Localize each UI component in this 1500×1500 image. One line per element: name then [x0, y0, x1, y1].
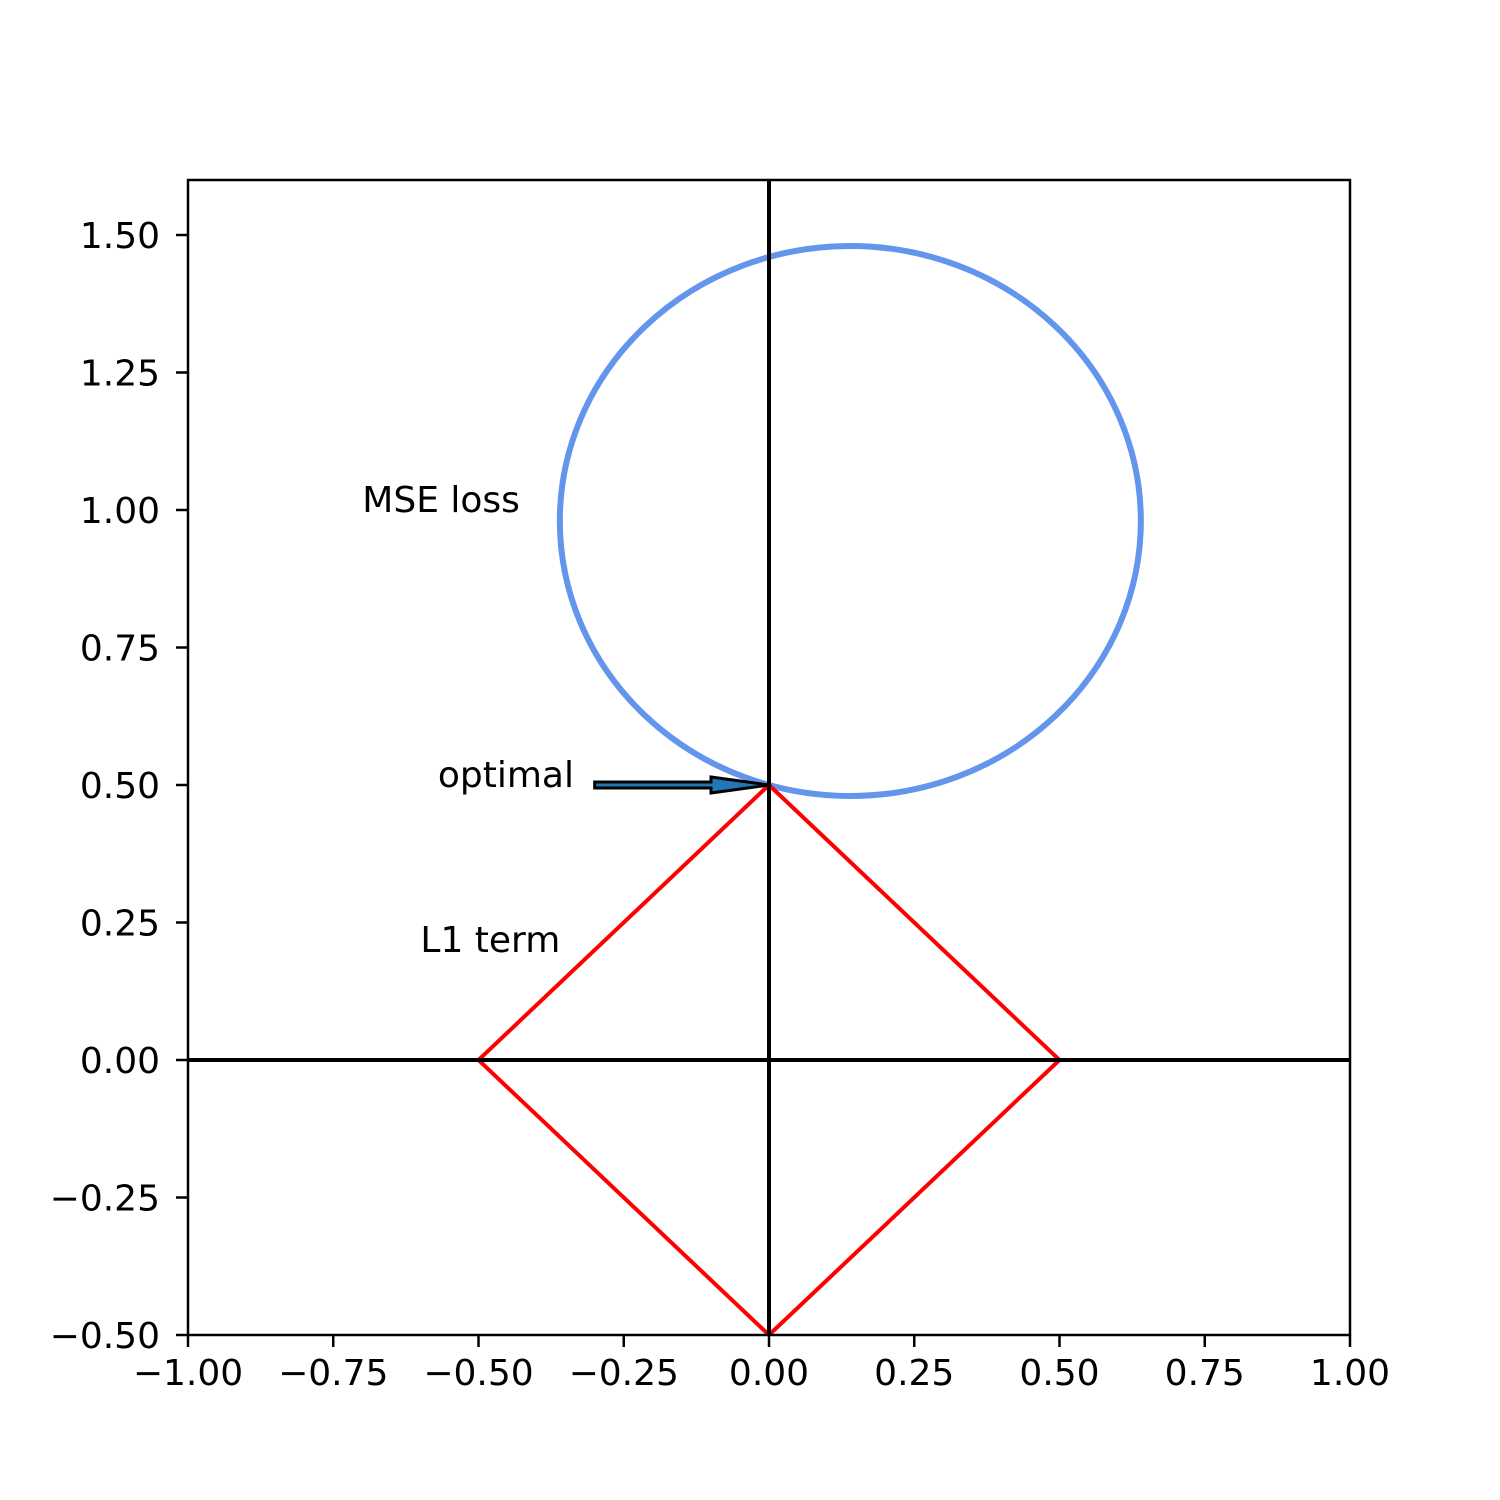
y-tick-label: 0.75	[80, 629, 160, 670]
optimal-arrow	[593, 775, 770, 795]
x-tick-label: −0.25	[569, 1353, 679, 1394]
x-tick-label: −1.00	[133, 1353, 243, 1394]
y-tick-label: 0.25	[80, 904, 160, 945]
l1-term-annotation: L1 term	[420, 920, 560, 961]
mse-loss-contour	[556, 243, 1144, 799]
plot-layer	[188, 180, 1350, 1335]
y-tick-label: 0.50	[80, 766, 160, 807]
l1-term-contour	[475, 783, 1063, 1335]
x-tick-label: 0.50	[1019, 1353, 1099, 1394]
axes-layer: −1.00 −0.75 −0.50 −0.25 0.00 0.25 0.50 0.75 1.00…	[50, 216, 1390, 1394]
mse-loss-annotation: MSE loss	[362, 480, 520, 521]
y-tick-label: −0.50	[50, 1316, 160, 1357]
x-tick-label: −0.75	[278, 1353, 388, 1394]
y-tick-label: 1.25	[80, 354, 160, 395]
optimal-annotation: optimal	[438, 755, 574, 796]
y-tick-label: 1.50	[80, 216, 160, 257]
annotation-layer: MSE loss optimal L1 term	[362, 480, 770, 961]
x-tick-label: 0.00	[729, 1353, 809, 1394]
x-tick-label: −0.50	[423, 1353, 533, 1394]
y-tick-label: −0.25	[50, 1179, 160, 1220]
x-tick-label: 1.00	[1310, 1353, 1390, 1394]
x-tick-label: 0.25	[874, 1353, 954, 1394]
y-tick-label: 1.00	[80, 491, 160, 532]
x-tick-label: 0.75	[1165, 1353, 1245, 1394]
plot-frame	[186, 178, 1352, 1337]
y-tick-label: 0.00	[80, 1041, 160, 1082]
